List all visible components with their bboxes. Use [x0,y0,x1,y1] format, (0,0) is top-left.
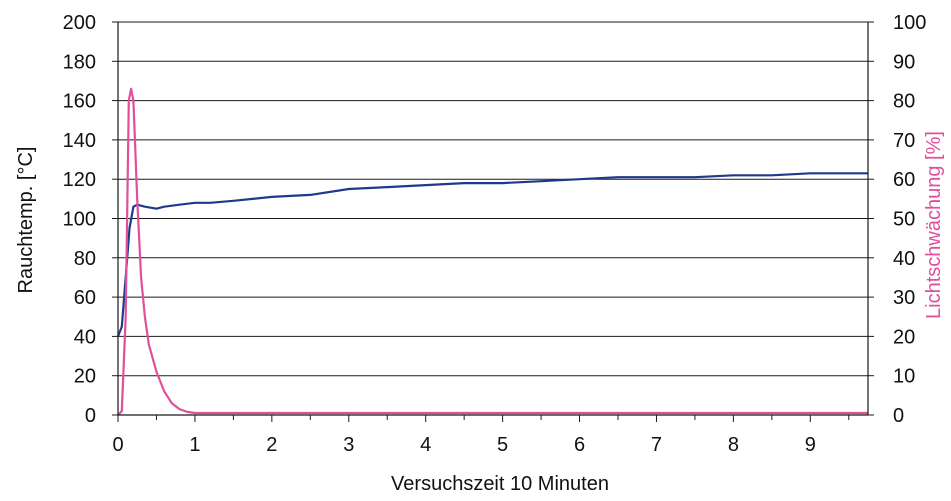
x-tick-label: 9 [805,434,816,456]
y-right-tick-label: 20 [893,326,915,348]
y-right-tick-label: 60 [893,169,915,191]
series-layer [116,87,868,416]
x-tick-label: 4 [420,434,431,456]
y-left-tick-label: 80 [74,248,96,270]
y-left-tick-label: 120 [63,169,96,191]
y-right-tick-label: 100 [893,12,926,34]
y-right-tick-label: 50 [893,209,915,231]
x-tick-label: 6 [574,434,585,456]
y-right-tick-label: 40 [893,248,915,270]
y-right-tick-label: 30 [893,287,915,309]
x-axis-title: Versuchszeit 10 Minuten [391,473,609,495]
y-axis-left-title: Rauchtemp. [°C] [15,147,37,294]
tick-labels: 0204060801001201401601802000102030405060… [63,12,927,456]
y-right-tick-label: 80 [893,91,915,113]
y-left-tick-label: 200 [63,12,96,34]
y-left-tick-label: 20 [74,366,96,388]
y-left-tick-label: 100 [63,209,96,231]
x-tick-label: 5 [497,434,508,456]
y-right-tick-label: 10 [893,366,915,388]
x-tick-label: 3 [343,434,354,456]
x-tick-label: 2 [266,434,277,456]
y-left-tick-label: 160 [63,91,96,113]
y-left-tick-label: 40 [74,326,96,348]
y-right-tick-label: 90 [893,51,915,73]
x-tick-label: 0 [112,434,123,456]
y-axis-right-title: Lichtschwächung [%] [923,131,945,319]
y-left-tick-label: 60 [74,287,96,309]
x-tick-label: 7 [651,434,662,456]
y-left-tick-label: 0 [85,405,96,427]
x-tick-label: 1 [189,434,200,456]
y-right-tick-label: 70 [893,130,915,152]
gridlines [118,21,868,377]
series-line-temperature [116,172,868,337]
y-right-tick-label: 0 [893,405,904,427]
series-line-light-attenuation [117,87,868,416]
y-left-tick-label: 180 [63,51,96,73]
y-left-tick-label: 140 [63,130,96,152]
x-tick-label: 8 [728,434,739,456]
axes [112,21,874,422]
